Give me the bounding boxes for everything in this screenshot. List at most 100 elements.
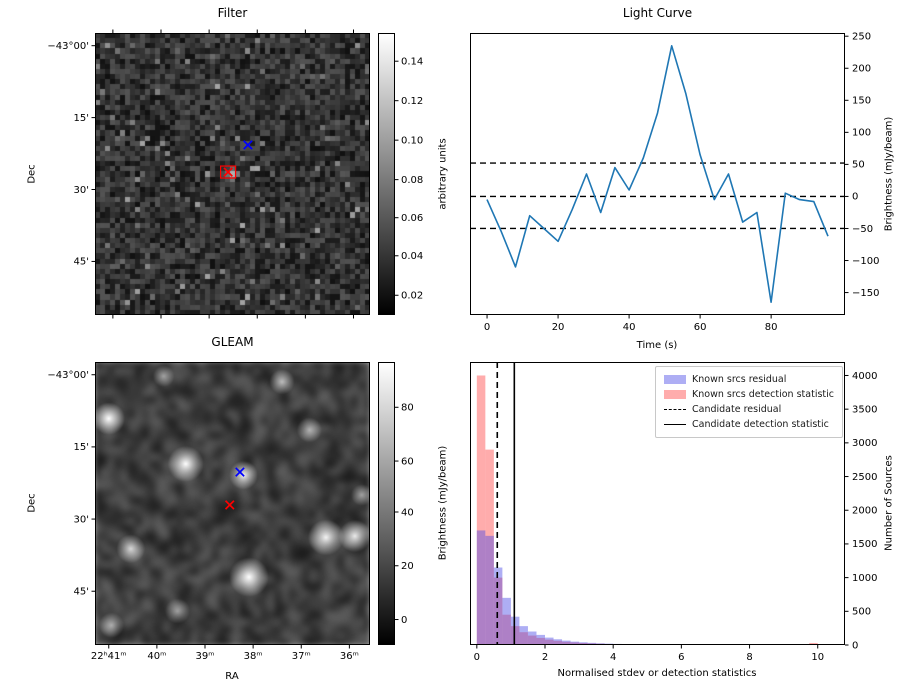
comparison-source-x-marker (235, 467, 245, 477)
hist-xtick-label: 4 (610, 652, 616, 663)
hist-bar-detection (527, 635, 537, 645)
light-xtick-label: 80 (765, 322, 778, 333)
filter-image (95, 33, 370, 315)
gleam-xtick-label: 22ʰ41ᵐ (91, 651, 127, 662)
hist-bar-detection (476, 375, 486, 645)
light-curve-xlabel: Time (s) (636, 340, 678, 351)
light-xtick-label: 20 (552, 322, 565, 333)
gleam-xtick-label: 38ᵐ (244, 651, 263, 662)
legend-label-known-detection: Known srcs detection statistic (692, 389, 834, 400)
filter-cbar-tick-label: 0.10 (401, 135, 423, 146)
light-ytick-label: 250 (852, 32, 871, 43)
gleam-xtick-label: 39ᵐ (196, 651, 215, 662)
light-ytick-label: −50 (852, 224, 873, 235)
gleam-ytick-label: 15' (74, 442, 89, 453)
light-ytick-label: 150 (852, 96, 871, 107)
hist-bar-detection (562, 641, 571, 645)
gleam-cbar-tick-label: 20 (401, 561, 414, 572)
gleam-ytick-label: 30' (74, 514, 89, 525)
hist-xtick-label: 10 (811, 652, 824, 663)
hist-bar-residual (493, 567, 503, 645)
hist-bar-detection (510, 626, 520, 645)
hist-bar-residual (502, 597, 511, 645)
light-curve-axes-frame (470, 33, 845, 315)
legend-solid-line-icon (664, 424, 686, 425)
legend-item-known-residual: Known srcs residual (664, 372, 834, 387)
hist-bar-detection (485, 449, 494, 645)
legend-label-candidate-detection: Candidate detection statistic (692, 419, 829, 430)
histogram-axes-frame (470, 362, 845, 645)
light-ytick-label: 200 (852, 64, 871, 75)
legend-item-candidate-residual: Candidate residual (664, 402, 834, 417)
legend-item-candidate-detection: Candidate detection statistic (664, 417, 834, 432)
hist-bar-residual (562, 640, 571, 645)
gleam-cbar-tick-label: 0 (401, 615, 407, 626)
hist-xtick-label: 8 (746, 652, 752, 663)
light-ytick-label: −150 (852, 288, 879, 299)
gleam-xlabel: RA (225, 671, 239, 682)
gleam-ytick-label: 45' (74, 587, 89, 598)
hist-ytick-label: 3500 (852, 404, 877, 415)
gleam-xtick-label: 40ᵐ (147, 651, 166, 662)
legend-patch-detection (664, 390, 686, 399)
filter-ytick-label: −43°00' (47, 41, 89, 52)
gleam-cbar-tick-label: 60 (401, 456, 414, 467)
filter-colorbar (378, 33, 395, 315)
hist-bar-residual (485, 535, 494, 645)
hist-bar-residual (545, 637, 554, 645)
light-xtick-label: 0 (484, 322, 490, 333)
hist-bar-residual (570, 641, 580, 645)
legend-label-known-residual: Known srcs residual (692, 374, 787, 385)
hist-ytick-label: 3000 (852, 438, 877, 449)
filter-axes-frame (95, 33, 370, 315)
filter-ytick-label: 30' (74, 185, 89, 196)
light-curve-line (486, 44, 829, 304)
filter-ytick-label: 45' (74, 257, 89, 268)
hist-ytick-label: 2500 (852, 472, 877, 483)
light-ytick-label: 50 (852, 160, 865, 171)
histogram-xlabel: Normalised stdev or detection statistics (557, 668, 757, 679)
filter-cbar-tick-label: 0.02 (401, 291, 423, 302)
legend-item-known-detection: Known srcs detection statistic (664, 387, 834, 402)
light-curve-title: Light Curve (622, 6, 693, 20)
hist-bar-residual (553, 639, 563, 645)
hist-bar-residual (536, 634, 545, 645)
hist-xtick-label: 2 (542, 652, 548, 663)
gleam-colorbar (378, 362, 395, 645)
hist-xtick-label: 6 (678, 652, 684, 663)
filter-cbar-tick-label: 0.06 (401, 213, 423, 224)
light-ytick-label: 100 (852, 128, 871, 139)
filter-cbar-tick-label: 0.14 (401, 57, 423, 68)
histogram-legend: Known srcs residual Known srcs detection… (655, 366, 843, 438)
hist-bar-residual (476, 530, 486, 645)
gleam-cbar-tick-label: 40 (401, 507, 414, 518)
gleam-title: GLEAM (211, 335, 254, 349)
gleam-xtick-label: 36ᵐ (340, 651, 359, 662)
candidate-source-x-marker (223, 167, 233, 177)
gleam-image (95, 362, 370, 645)
filter-cbar-tick-label: 0.08 (401, 175, 423, 186)
hist-bar-residual (527, 631, 537, 645)
hist-ytick-label: 1500 (852, 539, 877, 550)
comparison-source-x-marker (243, 140, 253, 150)
hist-bar-residual (519, 626, 528, 645)
hist-bar-residual (579, 642, 588, 645)
hist-ytick-label: 4000 (852, 371, 877, 382)
hist-bar-detection (570, 642, 580, 645)
hist-ytick-label: 2000 (852, 506, 877, 517)
gleam-cbar-tick-label: 80 (401, 403, 414, 414)
legend-label-candidate-residual: Candidate residual (692, 404, 782, 415)
hist-bar-detection (553, 640, 563, 645)
candidate-source-box (220, 165, 237, 179)
filter-cbar-tick-label: 0.12 (401, 96, 423, 107)
hist-xtick-label: 0 (474, 652, 480, 663)
hist-ytick-label: 1000 (852, 573, 877, 584)
legend-patch-residual (664, 375, 686, 384)
legend-dashed-line-icon (664, 409, 686, 410)
filter-cbar-tick-label: 0.04 (401, 251, 423, 262)
hist-bar-detection (545, 639, 554, 645)
hist-bar-detection (519, 632, 528, 645)
filter-title: Filter (217, 6, 248, 20)
gleam-axes-frame (95, 362, 370, 645)
